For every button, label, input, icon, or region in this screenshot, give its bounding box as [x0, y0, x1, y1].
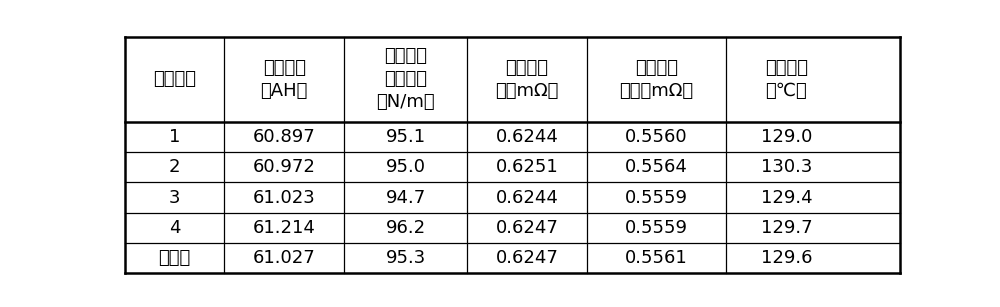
Text: 0.6251: 0.6251 — [495, 158, 558, 176]
Text: 3: 3 — [169, 188, 180, 207]
Text: 0.5560: 0.5560 — [625, 128, 688, 146]
Text: 0.5561: 0.5561 — [625, 249, 688, 267]
Text: 0.6244: 0.6244 — [495, 128, 558, 146]
Text: 60.897: 60.897 — [253, 128, 316, 146]
Text: 61.214: 61.214 — [253, 219, 316, 237]
Text: 129.6: 129.6 — [761, 249, 812, 267]
Text: 4: 4 — [169, 219, 180, 237]
Text: 2: 2 — [169, 158, 180, 176]
Text: 129.4: 129.4 — [761, 188, 812, 207]
Text: 0.6247: 0.6247 — [495, 249, 558, 267]
Text: 0.6247: 0.6247 — [495, 219, 558, 237]
Text: 95.1: 95.1 — [385, 128, 426, 146]
Text: 129.0: 129.0 — [761, 128, 812, 146]
Text: 0.5559: 0.5559 — [625, 219, 688, 237]
Text: 0.5559: 0.5559 — [625, 188, 688, 207]
Text: 化成前内
阻（mΩ）: 化成前内 阻（mΩ） — [495, 59, 559, 100]
Text: 0.6244: 0.6244 — [495, 188, 558, 207]
Text: 94.7: 94.7 — [385, 188, 426, 207]
Text: 130.3: 130.3 — [761, 158, 812, 176]
Text: 129.7: 129.7 — [761, 219, 812, 237]
Text: 60.972: 60.972 — [253, 158, 316, 176]
Text: 正极材料
剥离强度
（N/m）: 正极材料 剥离强度 （N/m） — [376, 48, 435, 111]
Text: 1: 1 — [169, 128, 180, 146]
Text: 电芯容量
（AH）: 电芯容量 （AH） — [261, 59, 308, 100]
Text: 95.0: 95.0 — [386, 158, 426, 176]
Text: 95.3: 95.3 — [385, 249, 426, 267]
Text: 荷电工序
内阻（mΩ）: 荷电工序 内阻（mΩ） — [620, 59, 694, 100]
Text: 断路温度
（℃）: 断路温度 （℃） — [765, 59, 808, 100]
Text: 0.5564: 0.5564 — [625, 158, 688, 176]
Text: 平均值: 平均值 — [158, 249, 191, 267]
Text: 96.2: 96.2 — [385, 219, 426, 237]
Text: 61.027: 61.027 — [253, 249, 316, 267]
Text: 61.023: 61.023 — [253, 188, 316, 207]
Text: 电芯序号: 电芯序号 — [153, 70, 196, 88]
